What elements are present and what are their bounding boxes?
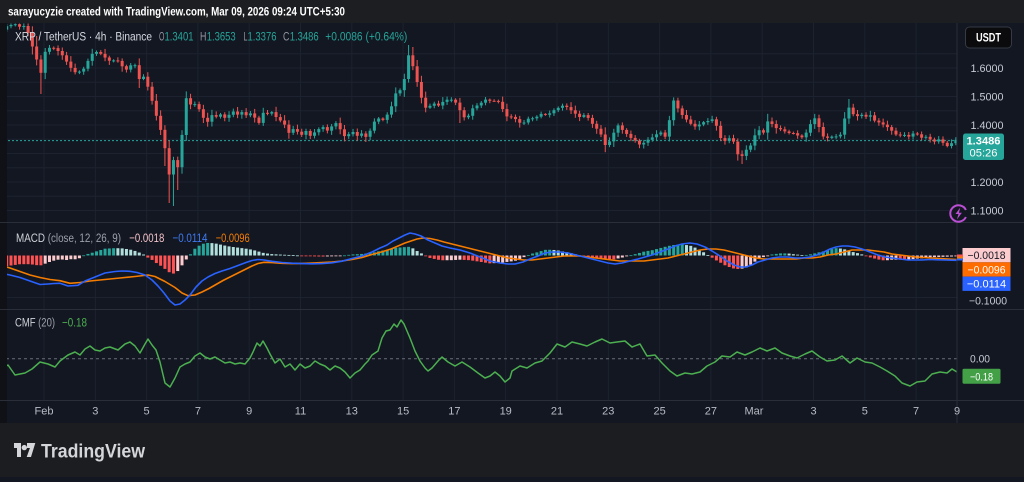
svg-text:−0.0096: −0.0096 [216, 231, 250, 245]
svg-text:13: 13 [346, 406, 358, 418]
svg-text:1.3401: 1.3401 [165, 30, 194, 44]
svg-text:3: 3 [92, 406, 98, 418]
svg-text:1.4000: 1.4000 [971, 120, 1004, 132]
svg-text:27: 27 [705, 406, 717, 418]
svg-text:TradingView: TradingView [41, 441, 146, 463]
svg-text:MACD (close, 12, 26, 9): MACD (close, 12, 26, 9) [16, 231, 121, 245]
svg-text:1.3486: 1.3486 [290, 30, 319, 44]
svg-text:17: 17 [448, 406, 460, 418]
svg-text:25: 25 [653, 406, 665, 418]
svg-text:USDT: USDT [976, 33, 1001, 45]
svg-text:Mar: Mar [745, 406, 764, 418]
svg-text:L: L [244, 30, 248, 44]
svg-text:−0.0096: −0.0096 [968, 264, 1006, 276]
svg-text:23: 23 [602, 406, 614, 418]
svg-text:+0.0086 (+0.64%): +0.0086 (+0.64%) [325, 30, 407, 44]
svg-text:−0.18: −0.18 [970, 371, 993, 383]
svg-text:1.3486: 1.3486 [967, 136, 1001, 148]
svg-text:9: 9 [954, 406, 960, 418]
svg-text:21: 21 [551, 406, 563, 418]
svg-text:1.5000: 1.5000 [971, 91, 1004, 103]
svg-text:0.00: 0.00 [970, 353, 990, 365]
svg-text:1.6000: 1.6000 [971, 63, 1004, 75]
svg-text:3: 3 [810, 406, 816, 418]
svg-text:XRP / TetherUS · 4h · Binance: XRP / TetherUS · 4h · Binance [15, 30, 152, 44]
svg-text:19: 19 [500, 406, 512, 418]
svg-text:11: 11 [295, 406, 306, 418]
svg-text:CMF (20): CMF (20) [15, 315, 55, 329]
svg-text:9: 9 [246, 406, 252, 418]
svg-text:1.3376: 1.3376 [248, 30, 277, 44]
svg-text:7: 7 [913, 406, 919, 418]
svg-text:1.2000: 1.2000 [971, 177, 1004, 189]
svg-text:7: 7 [195, 406, 201, 418]
svg-text:−0.0018: −0.0018 [968, 250, 1006, 262]
svg-text:sarayucyzie created with Tradi: sarayucyzie created with TradingView.com… [8, 5, 345, 19]
svg-text:05:26: 05:26 [970, 148, 998, 160]
svg-text:−0.0114: −0.0114 [173, 231, 208, 245]
svg-text:H: H [200, 30, 206, 44]
svg-text:O: O [159, 30, 164, 44]
svg-text:−0.18: −0.18 [62, 315, 87, 329]
svg-text:C: C [283, 30, 289, 44]
svg-text:Feb: Feb [35, 406, 54, 418]
svg-text:1.1000: 1.1000 [971, 205, 1004, 217]
svg-text:5: 5 [862, 406, 868, 418]
svg-text:1.3653: 1.3653 [207, 30, 236, 44]
svg-text:15: 15 [397, 406, 409, 418]
svg-text:5: 5 [144, 406, 150, 418]
svg-text:−0.0018: −0.0018 [129, 231, 164, 245]
svg-text:−0.0114: −0.0114 [967, 279, 1006, 291]
svg-text:−0.1000: −0.1000 [969, 295, 1007, 307]
